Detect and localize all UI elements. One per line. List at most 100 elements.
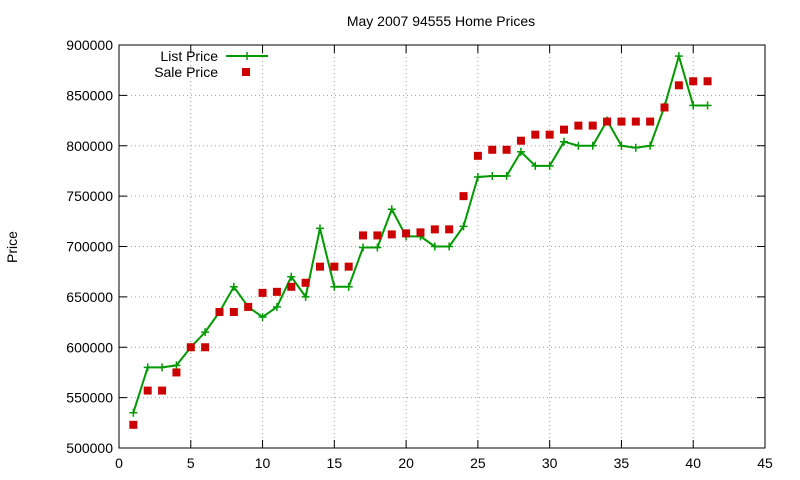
data-point-square — [186, 343, 195, 352]
x-tick-label: 30 — [542, 455, 558, 471]
y-tick-label: 500000 — [66, 440, 113, 456]
x-tick-label: 20 — [398, 455, 414, 471]
data-point-plus — [703, 101, 712, 110]
data-point-plus — [272, 302, 281, 311]
data-point-square — [646, 117, 655, 126]
x-tick-label: 15 — [327, 455, 343, 471]
data-point-plus — [315, 224, 324, 233]
data-point-plus — [172, 361, 181, 370]
x-tick-label: 10 — [255, 455, 271, 471]
data-point-square — [689, 77, 698, 86]
data-point-square — [315, 262, 324, 271]
data-point-plus — [588, 141, 597, 150]
data-point-plus — [387, 205, 396, 214]
data-point-plus — [201, 328, 210, 337]
data-point-plus — [531, 161, 540, 170]
y-axis-label: Price — [4, 231, 20, 263]
data-point-square — [287, 282, 296, 291]
x-tick-label: 35 — [614, 455, 630, 471]
legend-label: Sale Price — [154, 64, 218, 80]
data-point-plus — [373, 243, 382, 252]
data-point-plus — [445, 242, 454, 251]
data-point-plus — [258, 313, 267, 322]
data-point-plus — [229, 282, 238, 291]
data-point-plus — [158, 363, 167, 372]
data-point-square — [416, 228, 425, 237]
data-point-plus — [502, 171, 511, 180]
x-tick-label: 45 — [757, 455, 773, 471]
data-point-square — [272, 287, 281, 296]
data-point-square — [574, 121, 583, 130]
data-point-plus — [674, 52, 683, 61]
data-point-square — [430, 225, 439, 234]
data-point-square — [674, 81, 683, 90]
data-point-plus — [143, 363, 152, 372]
y-tick-label: 550000 — [66, 390, 113, 406]
axis-ticks: 500000 550000 600000 650000 700000 750000 8000… — [66, 37, 773, 471]
series-0 — [129, 52, 712, 417]
x-tick-label: 0 — [115, 455, 123, 471]
data-point-square — [502, 145, 511, 154]
y-tick-label: 800000 — [66, 138, 113, 154]
data-point-plus — [301, 292, 310, 301]
data-point-square — [631, 117, 640, 126]
data-point-plus — [488, 171, 497, 180]
y-tick-label: 750000 — [66, 188, 113, 204]
data-point-square — [158, 386, 167, 395]
series-layer — [129, 52, 712, 429]
data-point-square — [201, 343, 210, 352]
data-point-square — [244, 302, 253, 311]
data-point-square — [330, 262, 339, 271]
data-point-square — [660, 103, 669, 112]
legend-marker-plus — [243, 52, 251, 60]
chart-title: May 2007 94555 Home Prices — [347, 13, 535, 29]
data-point-plus — [545, 161, 554, 170]
data-point-square — [545, 130, 554, 139]
x-tick-label: 5 — [187, 455, 195, 471]
data-point-plus — [516, 147, 525, 156]
data-point-plus — [129, 408, 138, 417]
data-point-plus — [689, 101, 698, 110]
data-point-plus — [574, 141, 583, 150]
x-tick-label: 40 — [685, 455, 701, 471]
data-point-plus — [631, 143, 640, 152]
data-point-square — [387, 230, 396, 239]
y-tick-label: 700000 — [66, 239, 113, 255]
data-point-plus — [560, 137, 569, 146]
data-point-square — [373, 231, 382, 240]
data-point-square — [488, 145, 497, 154]
data-point-plus — [646, 141, 655, 150]
data-point-square — [459, 192, 468, 201]
data-point-plus — [287, 272, 296, 281]
x-tick-label: 25 — [470, 455, 486, 471]
y-tick-label: 650000 — [66, 289, 113, 305]
data-point-square — [402, 229, 411, 238]
data-point-square — [258, 288, 267, 297]
data-point-plus — [344, 282, 353, 291]
data-point-plus — [617, 141, 626, 150]
data-point-square — [531, 130, 540, 139]
data-point-square — [473, 151, 482, 160]
y-tick-label: 600000 — [66, 339, 113, 355]
legend-label: List Price — [160, 48, 218, 64]
series-1 — [129, 77, 712, 429]
data-point-plus — [359, 243, 368, 252]
y-tick-label: 850000 — [66, 87, 113, 103]
data-point-square — [129, 420, 138, 429]
data-point-square — [445, 225, 454, 234]
data-point-square — [516, 136, 525, 145]
data-point-square — [229, 307, 238, 316]
data-point-square — [215, 307, 224, 316]
data-point-plus — [473, 172, 482, 181]
data-point-plus — [459, 222, 468, 231]
data-point-square — [359, 231, 368, 240]
y-tick-label: 900000 — [66, 37, 113, 53]
data-point-square — [588, 121, 597, 130]
legend-marker-square — [242, 68, 250, 76]
data-point-square — [703, 77, 712, 86]
data-point-square — [143, 386, 152, 395]
data-point-square — [603, 117, 612, 126]
data-point-square — [617, 117, 626, 126]
